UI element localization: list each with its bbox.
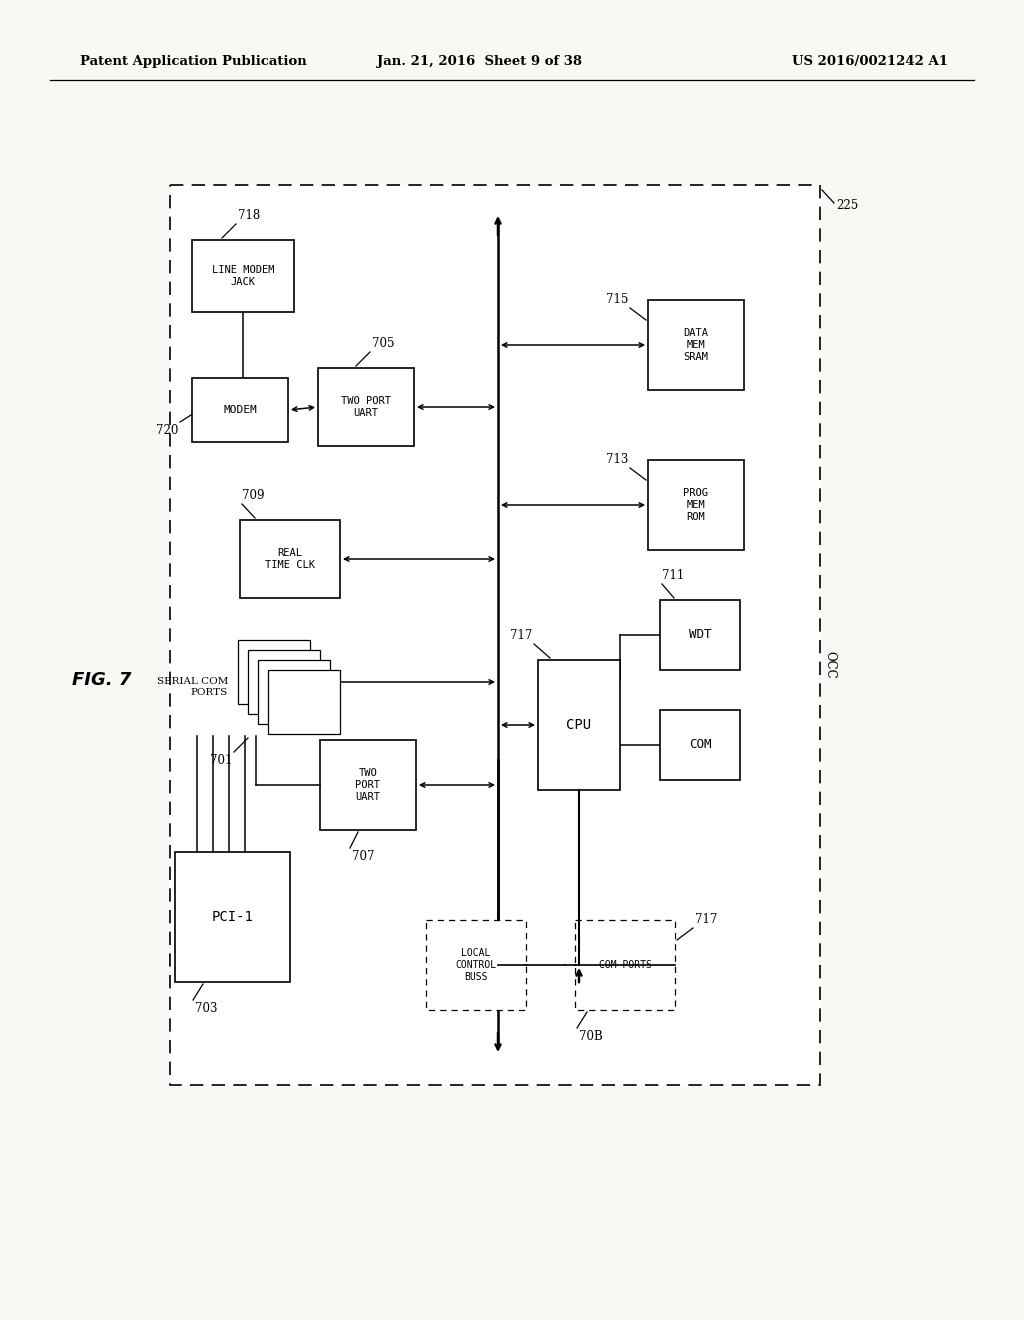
- Bar: [170, 185, 820, 1085]
- Text: 717: 717: [695, 913, 718, 927]
- Text: SERIAL COM
PORTS: SERIAL COM PORTS: [157, 677, 228, 697]
- Text: MODEM: MODEM: [223, 405, 257, 414]
- Text: LOCAL
CONTROL
BUSS: LOCAL CONTROL BUSS: [456, 948, 497, 982]
- Text: Patent Application Publication: Patent Application Publication: [80, 55, 307, 69]
- Text: Jan. 21, 2016  Sheet 9 of 38: Jan. 21, 2016 Sheet 9 of 38: [378, 55, 583, 69]
- Text: 707: 707: [352, 850, 375, 863]
- Bar: [258, 660, 330, 723]
- Text: 711: 711: [662, 569, 684, 582]
- Text: 717: 717: [510, 630, 532, 642]
- Bar: [268, 671, 340, 734]
- Text: TWO
PORT
UART: TWO PORT UART: [355, 768, 381, 801]
- Text: FIG. 7: FIG. 7: [72, 671, 131, 689]
- Bar: [318, 368, 414, 446]
- Text: COM PORTS: COM PORTS: [599, 960, 651, 970]
- Text: TWO PORT
UART: TWO PORT UART: [341, 396, 391, 418]
- Text: LINE MODEM
JACK: LINE MODEM JACK: [212, 265, 274, 286]
- Bar: [238, 640, 310, 704]
- Bar: [248, 649, 319, 714]
- Bar: [660, 601, 740, 671]
- Bar: [240, 520, 340, 598]
- Text: PCI-1: PCI-1: [212, 909, 253, 924]
- Text: CPU: CPU: [566, 718, 592, 733]
- Text: 225: 225: [836, 199, 858, 213]
- Bar: [538, 660, 620, 789]
- Text: COM: COM: [689, 738, 712, 751]
- Text: WDT: WDT: [689, 628, 712, 642]
- Bar: [575, 920, 675, 1010]
- Text: OCC: OCC: [823, 651, 837, 678]
- Text: 705: 705: [372, 337, 394, 350]
- Bar: [193, 378, 288, 442]
- Text: PROG
MEM
ROM: PROG MEM ROM: [683, 488, 709, 521]
- Bar: [319, 741, 416, 830]
- Text: 701: 701: [210, 754, 232, 767]
- Text: 720: 720: [156, 424, 178, 437]
- Text: 709: 709: [242, 488, 264, 502]
- Text: 713: 713: [605, 453, 628, 466]
- Text: 718: 718: [238, 209, 260, 222]
- Bar: [648, 459, 744, 550]
- Text: DATA
MEM
SRAM: DATA MEM SRAM: [683, 329, 709, 362]
- Text: REAL
TIME CLK: REAL TIME CLK: [265, 548, 315, 570]
- Bar: [648, 300, 744, 389]
- Text: 703: 703: [195, 1002, 217, 1015]
- Text: US 2016/0021242 A1: US 2016/0021242 A1: [792, 55, 948, 69]
- Bar: [426, 920, 526, 1010]
- Bar: [660, 710, 740, 780]
- Text: 715: 715: [605, 293, 628, 306]
- Text: 70B: 70B: [579, 1030, 603, 1043]
- Bar: [175, 851, 290, 982]
- Bar: [193, 240, 294, 312]
